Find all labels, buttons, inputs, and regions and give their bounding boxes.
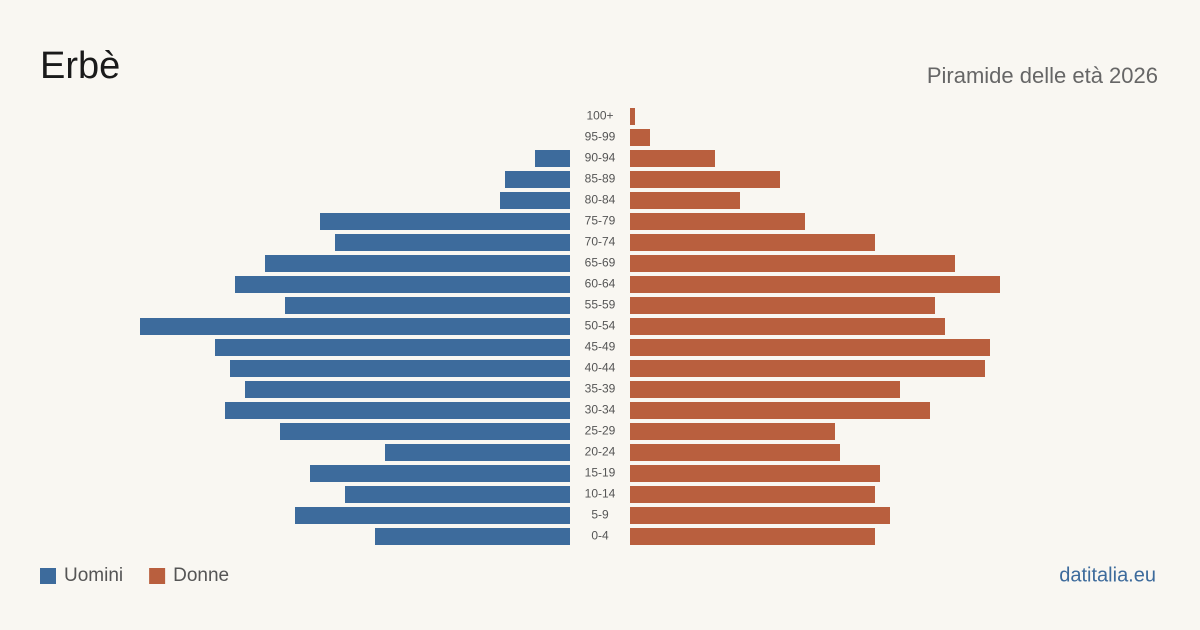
bar bbox=[215, 339, 570, 356]
bar bbox=[630, 171, 780, 188]
legend-swatch bbox=[40, 568, 56, 584]
age-label: 55-59 bbox=[585, 298, 616, 312]
bar bbox=[630, 423, 835, 440]
age-label: 50-54 bbox=[585, 319, 616, 333]
age-label: 85-89 bbox=[585, 172, 616, 186]
legend-label: Donne bbox=[173, 565, 229, 586]
bar bbox=[245, 381, 570, 398]
legend-swatch bbox=[149, 568, 166, 584]
age-label: 65-69 bbox=[585, 256, 616, 270]
bar bbox=[630, 360, 985, 377]
age-label: 90-94 bbox=[585, 151, 616, 165]
source: datitalia.eu bbox=[1059, 564, 1156, 586]
age-label: 5-9 bbox=[591, 508, 609, 522]
bar bbox=[225, 402, 570, 419]
bar bbox=[265, 255, 570, 272]
bar bbox=[630, 108, 635, 125]
bar bbox=[285, 297, 570, 314]
bar bbox=[280, 423, 570, 440]
bar bbox=[630, 129, 650, 146]
age-label: 20-24 bbox=[585, 445, 616, 459]
bar bbox=[505, 171, 570, 188]
age-label: 0-4 bbox=[591, 529, 609, 543]
age-label: 80-84 bbox=[585, 193, 616, 207]
bar bbox=[630, 255, 955, 272]
bar bbox=[630, 339, 990, 356]
age-label: 10-14 bbox=[585, 487, 616, 501]
bar bbox=[630, 507, 890, 524]
bar bbox=[630, 192, 740, 209]
bar bbox=[295, 507, 570, 524]
bar bbox=[630, 444, 840, 461]
bar bbox=[630, 297, 935, 314]
age-label: 75-79 bbox=[585, 214, 616, 228]
bar bbox=[375, 528, 570, 545]
age-label: 15-19 bbox=[585, 466, 616, 480]
bar bbox=[310, 465, 570, 482]
bar bbox=[235, 276, 570, 293]
bar bbox=[140, 318, 570, 335]
age-label: 40-44 bbox=[585, 361, 616, 375]
age-label: 70-74 bbox=[585, 235, 616, 249]
age-label: 45-49 bbox=[585, 340, 616, 354]
bar bbox=[320, 213, 570, 230]
bar bbox=[345, 486, 570, 503]
bar bbox=[630, 465, 880, 482]
bar bbox=[335, 234, 570, 251]
bar bbox=[630, 276, 1000, 293]
age-label: 95-99 bbox=[585, 130, 616, 144]
bar bbox=[230, 360, 570, 377]
age-label: 60-64 bbox=[585, 277, 616, 291]
age-label: 35-39 bbox=[585, 382, 616, 396]
bar bbox=[500, 192, 570, 209]
age-label: 25-29 bbox=[585, 424, 616, 438]
bar bbox=[630, 402, 930, 419]
bar bbox=[630, 381, 900, 398]
chart-title: Erbè bbox=[40, 45, 120, 87]
bar bbox=[630, 234, 875, 251]
bar bbox=[630, 213, 805, 230]
bar bbox=[385, 444, 570, 461]
bar bbox=[630, 318, 945, 335]
chart-subtitle: Piramide delle età 2026 bbox=[927, 63, 1158, 88]
bar bbox=[535, 150, 570, 167]
bar bbox=[630, 150, 715, 167]
legend-label: Uomini bbox=[64, 565, 123, 586]
bar bbox=[630, 486, 875, 503]
age-label: 100+ bbox=[586, 109, 613, 123]
bar bbox=[630, 528, 875, 545]
age-label: 30-34 bbox=[585, 403, 616, 417]
